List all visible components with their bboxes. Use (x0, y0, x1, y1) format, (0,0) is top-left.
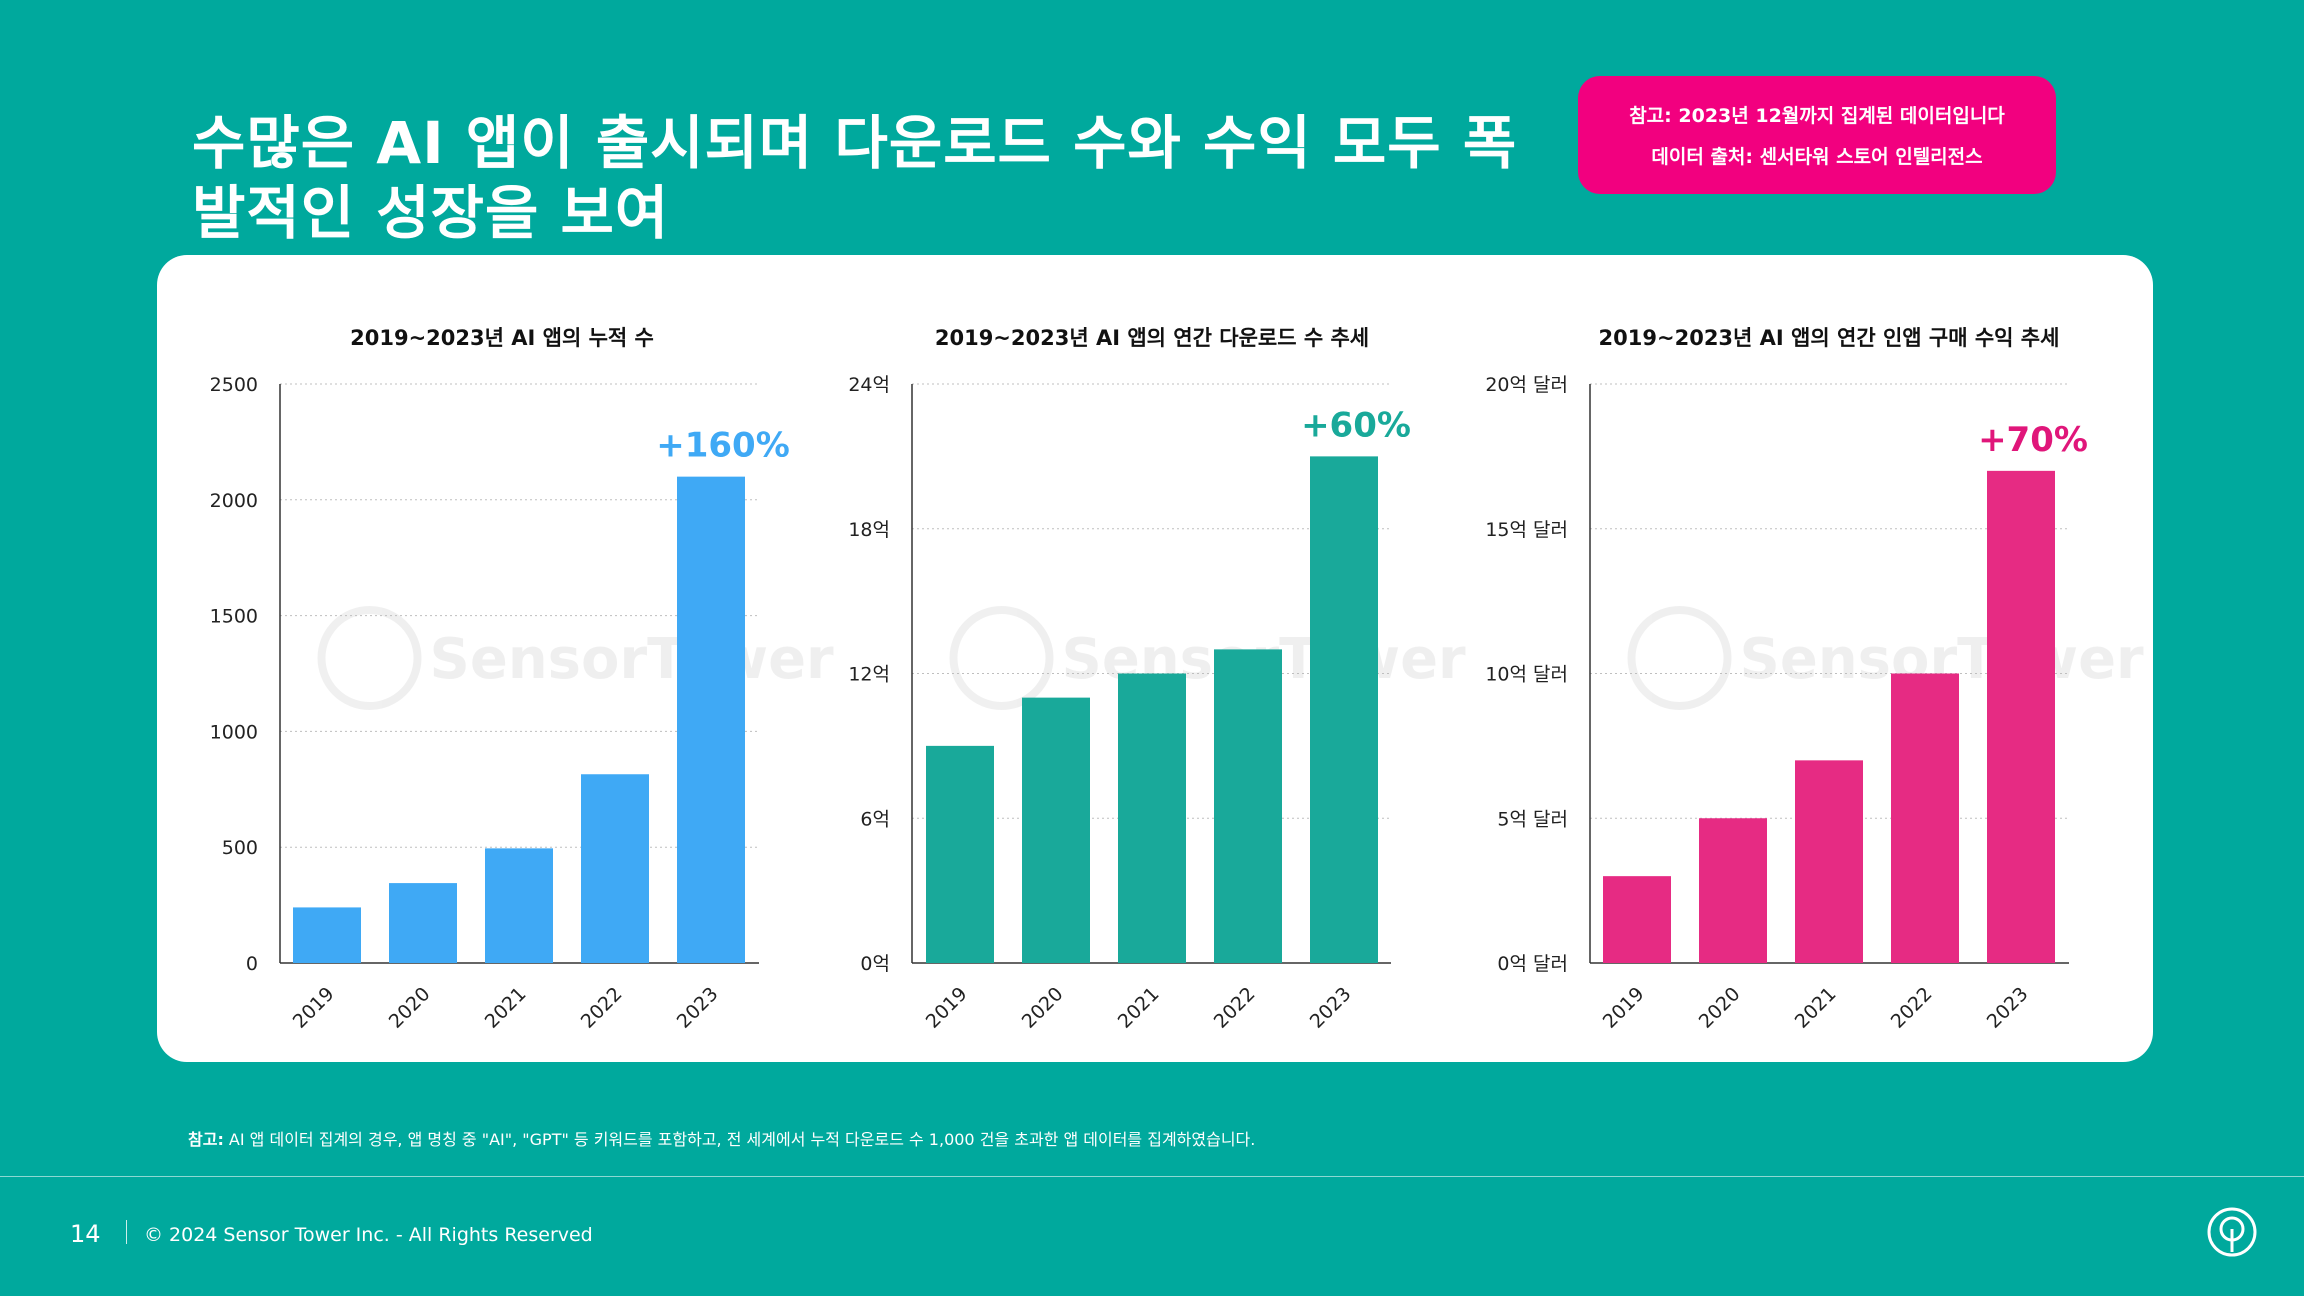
x-tick-label: 2021 (481, 983, 531, 1033)
x-tick-label: 2021 (1114, 983, 1164, 1033)
y-tick-label: 0억 달러 (1497, 953, 1568, 975)
y-tick-label: 10억 달러 (1485, 664, 1568, 686)
y-tick-label: 500 (222, 837, 258, 859)
bar-2022 (581, 774, 649, 963)
y-tick-label: 18억 (848, 519, 890, 541)
x-tick-label: 2023 (673, 983, 723, 1033)
x-tick-label: 2021 (1791, 983, 1841, 1033)
footnote-label: 참고: (188, 1130, 224, 1149)
bar-2021 (1795, 760, 1863, 963)
bar-2019 (926, 745, 994, 963)
page-title-line-1: 수많은 AI 앱이 출시되며 다운로드 수와 수익 모두 폭 (192, 109, 1518, 177)
footer-divider (0, 1176, 2304, 1177)
footer-separator (126, 1220, 127, 1244)
bar-2019 (293, 907, 361, 963)
y-tick-label: 20억 달러 (1485, 374, 1568, 396)
y-tick-label: 6억 (860, 808, 890, 830)
y-tick-label: 12억 (848, 664, 890, 686)
x-tick-label: 2023 (1983, 983, 2033, 1033)
growth-annotation: +60% (1301, 405, 1411, 445)
x-tick-label: 2020 (1018, 983, 1068, 1033)
bar-2020 (1022, 697, 1090, 963)
footnote: 참고: AI 앱 데이터 집계의 경우, 앱 명칭 중 "AI", "GPT" … (188, 1126, 1255, 1150)
sensor-tower-logo-icon (2207, 1207, 2257, 1257)
y-tick-label: 5억 달러 (1497, 808, 1568, 830)
watermark-2: SensorTower (949, 606, 1466, 710)
data-note-line-1: 참고: 2023년 12월까지 집계된 데이터입니다 (1629, 105, 2005, 127)
x-tick-label: 2022 (1210, 983, 1260, 1033)
x-tick-label: 2023 (1306, 983, 1356, 1033)
x-tick-label: 2019 (1599, 983, 1649, 1033)
y-tick-label: 0 (246, 953, 258, 975)
x-tick-label: 2020 (1695, 983, 1745, 1033)
watermark-1: SensorTower (317, 606, 835, 710)
x-tick-label: 2020 (385, 983, 435, 1033)
bar-2020 (1699, 818, 1767, 963)
data-note-line-2: 데이터 출처: 센서타워 스토어 인텔리전스 (1651, 146, 1983, 168)
bar-2023 (1987, 470, 2055, 963)
y-tick-label: 2000 (210, 490, 258, 512)
bar-2019 (1603, 876, 1671, 963)
chart-title-1: 2019~2023년 AI 앱의 누적 수 (350, 326, 654, 350)
page-number: 14 (70, 1220, 101, 1248)
bar-2023 (677, 476, 745, 963)
y-tick-label: 2500 (210, 374, 258, 396)
chart-title-2: 2019~2023년 AI 앱의 연간 다운로드 수 추세 (935, 326, 1369, 350)
bar-2020 (389, 883, 457, 963)
data-note-badge: 참고: 2023년 12월까지 집계된 데이터입니다 데이터 출처: 센서타워 … (1578, 76, 2056, 194)
y-tick-label: 15억 달러 (1485, 519, 1568, 541)
watermark-text: SensorTower (430, 627, 835, 692)
footnote-text: AI 앱 데이터 집계의 경우, 앱 명칭 중 "AI", "GPT" 등 키워… (223, 1130, 1256, 1149)
y-tick-label: 0억 (860, 953, 890, 975)
bar-2023 (1310, 456, 1378, 963)
x-tick-label: 2022 (1887, 983, 1937, 1033)
charts-panel: SensorTower SensorTower SensorTower 2019~20… (157, 255, 2153, 1062)
y-tick-label: 1000 (210, 721, 258, 743)
y-tick-label: 24억 (848, 374, 890, 396)
page-title-line-2: 발적인 성장을 보여 (192, 179, 670, 247)
page-title: 수많은 AI 앱이 출시되며 다운로드 수와 수익 모두 폭 발적인 성장을 보… (192, 108, 1572, 248)
chart-title-3: 2019~2023년 AI 앱의 연간 인앱 구매 수익 추세 (1599, 326, 2060, 350)
bar-2021 (1118, 673, 1186, 963)
growth-annotation: +160% (656, 426, 790, 466)
bar-2021 (485, 848, 553, 963)
bar-2022 (1214, 649, 1282, 963)
bar-2022 (1891, 673, 1959, 963)
x-tick-label: 2019 (289, 983, 339, 1033)
x-tick-label: 2022 (577, 983, 627, 1033)
charts-canvas: SensorTower SensorTower SensorTower 2019~20… (210, 326, 2144, 1033)
copyright-text: © 2024 Sensor Tower Inc. - All Rights Re… (144, 1224, 593, 1246)
watermark-3: SensorTower (1627, 606, 2144, 710)
y-tick-label: 1500 (210, 606, 258, 628)
growth-annotation: +70% (1978, 420, 2088, 460)
x-tick-label: 2019 (922, 983, 972, 1033)
